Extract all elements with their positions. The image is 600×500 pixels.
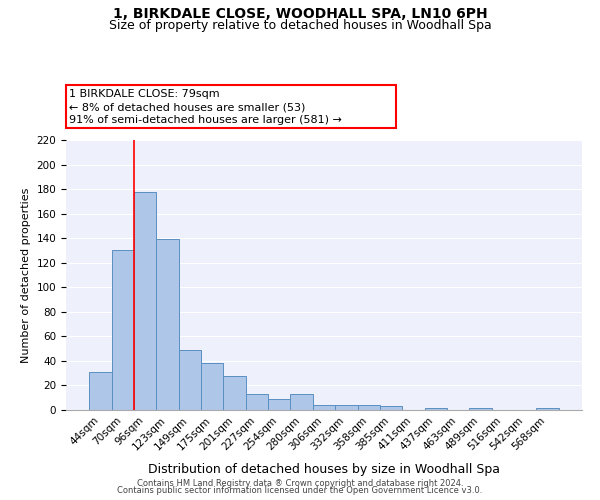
- Bar: [469, 408, 491, 410]
- Bar: [157, 240, 179, 410]
- Bar: [112, 250, 134, 410]
- Bar: [89, 372, 112, 410]
- Text: 1, BIRKDALE CLOSE, WOODHALL SPA, LN10 6PH: 1, BIRKDALE CLOSE, WOODHALL SPA, LN10 6P…: [113, 8, 487, 22]
- Bar: [246, 394, 268, 410]
- Text: 1 BIRKDALE CLOSE: 79sqm
← 8% of detached houses are smaller (53)
91% of semi-det: 1 BIRKDALE CLOSE: 79sqm ← 8% of detached…: [69, 89, 342, 126]
- X-axis label: Distribution of detached houses by size in Woodhall Spa: Distribution of detached houses by size …: [148, 463, 500, 476]
- Bar: [201, 364, 223, 410]
- Bar: [335, 405, 358, 410]
- Bar: [425, 408, 447, 410]
- Text: Contains public sector information licensed under the Open Government Licence v3: Contains public sector information licen…: [118, 486, 482, 495]
- Bar: [358, 405, 380, 410]
- Bar: [223, 376, 246, 410]
- Text: Size of property relative to detached houses in Woodhall Spa: Size of property relative to detached ho…: [109, 19, 491, 32]
- Bar: [380, 406, 402, 410]
- Y-axis label: Number of detached properties: Number of detached properties: [21, 188, 31, 362]
- Bar: [536, 408, 559, 410]
- Text: Contains HM Land Registry data ® Crown copyright and database right 2024.: Contains HM Land Registry data ® Crown c…: [137, 478, 463, 488]
- Bar: [268, 399, 290, 410]
- Bar: [290, 394, 313, 410]
- Bar: [179, 350, 201, 410]
- Bar: [134, 192, 157, 410]
- Bar: [313, 405, 335, 410]
